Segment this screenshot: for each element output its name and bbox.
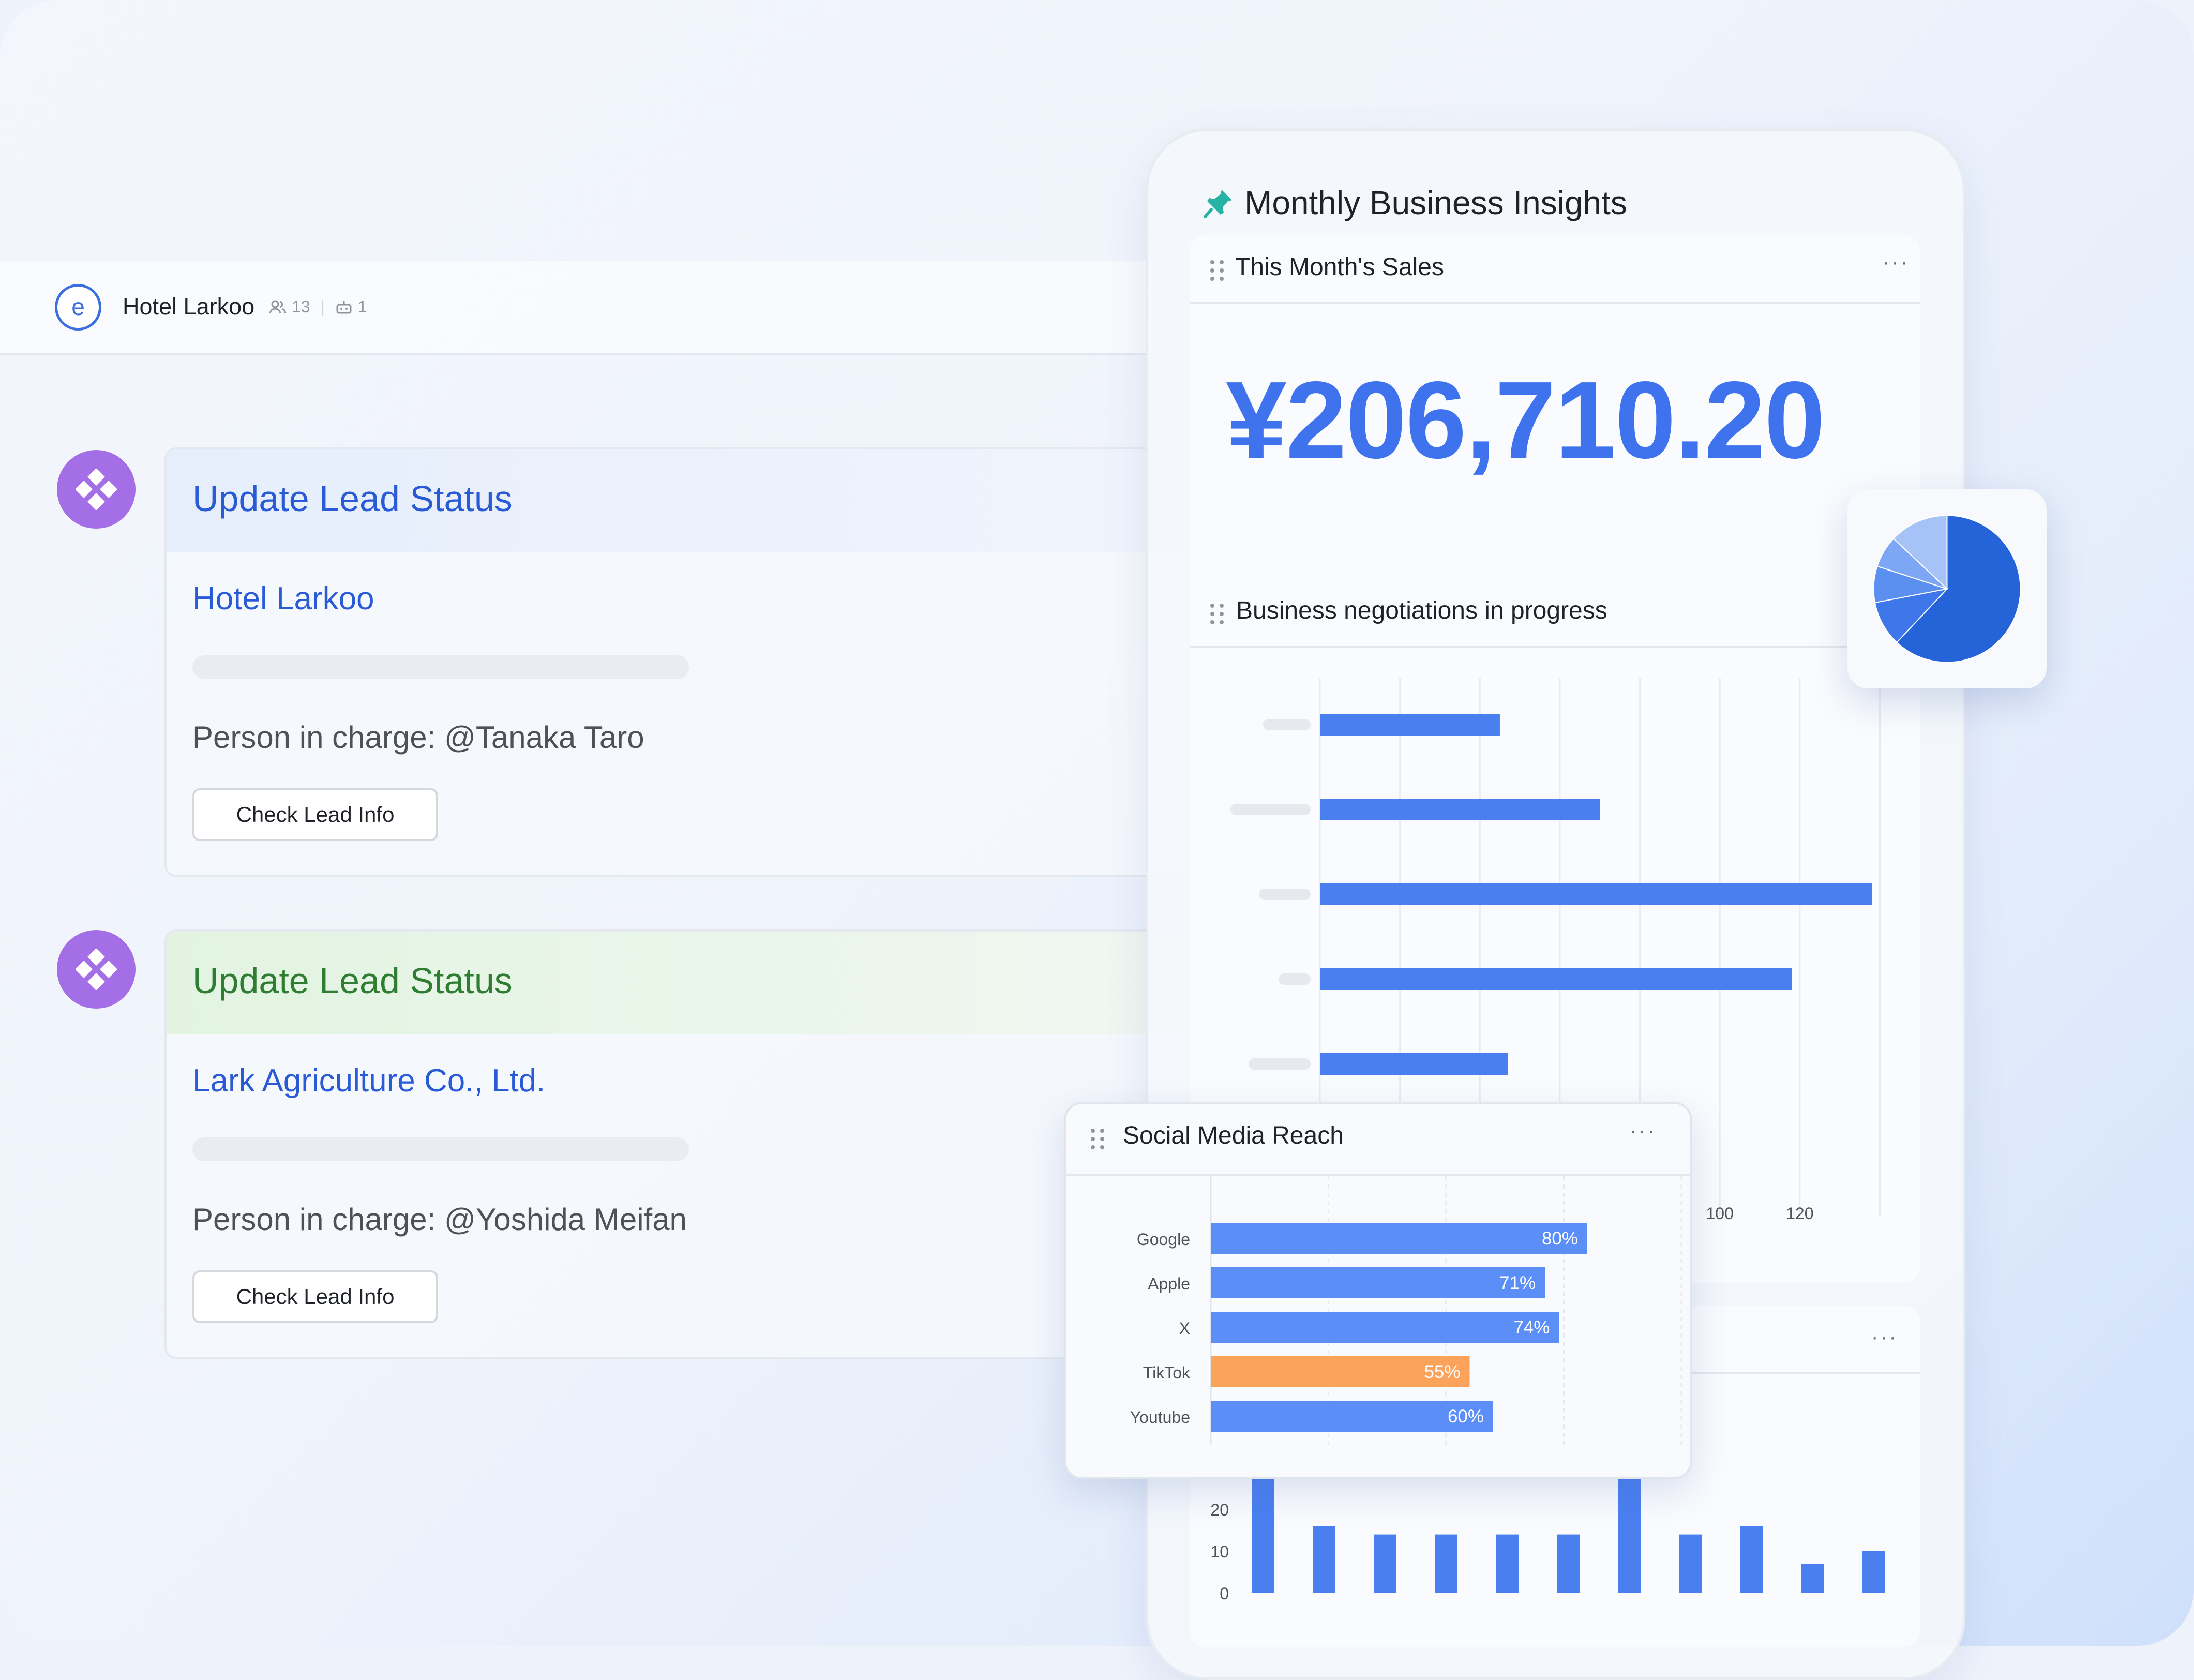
bot-avatar[interactable] [57,930,136,1009]
column-bar[interactable] [1679,1534,1702,1593]
chat-meta: 13 | 1 [269,297,367,317]
bots-count: 1 [357,297,367,316]
drag-handle-icon[interactable] [1210,604,1224,624]
chat-avatar[interactable]: e [55,284,101,331]
reach-bar[interactable] [1211,1312,1559,1343]
lead-card: Update Lead Status Lark Agriculture Co.,… [164,929,1199,1359]
sales-value: ¥206,710.20 [1226,358,1825,481]
negotiation-bar[interactable] [1320,968,1792,990]
more-options-icon[interactable]: ··· [1630,1119,1657,1142]
card-title: Update Lead Status [192,961,513,1001]
drag-handle-icon[interactable] [1210,260,1224,281]
data-label: 60% [1448,1406,1484,1427]
category-label-placeholder [1230,804,1311,815]
card-header: Update Lead Status [167,449,1197,552]
column-bar[interactable] [1801,1564,1824,1593]
category-label: Google [1137,1230,1190,1249]
category-label-placeholder [1259,889,1311,900]
more-options-icon[interactable]: ··· [1871,1326,1898,1348]
category-label: TikTok [1143,1363,1191,1382]
category-label-placeholder [1263,719,1311,730]
data-label: 55% [1424,1362,1460,1382]
x-tick-label: 120 [1786,1204,1813,1221]
widget-header: Business negotiations in progress [1190,579,1920,648]
column-bar[interactable] [1618,1476,1641,1593]
reach-bar[interactable] [1211,1356,1470,1387]
pie-slice[interactable] [1896,515,2021,663]
data-label: 71% [1499,1273,1536,1293]
widget-title: Social Media Reach [1123,1122,1344,1149]
text-placeholder [192,1137,689,1161]
pie-slice[interactable] [1874,588,1949,643]
chat-title[interactable]: Hotel Larkoo [123,293,255,320]
column-bar[interactable] [1313,1526,1335,1593]
dashboard-title-text: Monthly Business Insights [1244,184,1627,221]
negotiation-bar[interactable] [1320,714,1500,736]
pie-chart-card[interactable] [1847,489,2047,688]
lark-logo-icon [76,469,117,510]
text-placeholder [192,655,689,679]
check-lead-info-button[interactable]: Check Lead Info [192,1270,438,1323]
card-title: Update Lead Status [192,478,513,519]
members-icon [269,300,287,313]
y-tick-label: 0 [1220,1584,1229,1603]
bot-avatar[interactable] [57,450,136,529]
reach-bar[interactable] [1211,1401,1493,1432]
category-label-placeholder [1249,1058,1311,1070]
data-label: 74% [1513,1317,1550,1338]
bot-icon [336,301,352,313]
column-bar[interactable] [1496,1534,1519,1593]
lead-company[interactable]: Lark Agriculture Co., Ltd. [192,1063,546,1099]
widget-header: This Month's Sales ··· [1190,235,1920,304]
meta-divider: | [320,297,325,316]
pie-slice[interactable] [1892,515,1948,590]
negotiation-bar[interactable] [1320,1053,1508,1075]
chat-header: e Hotel Larkoo 13 | 1 [0,261,1153,355]
widget-title: This Month's Sales [1235,253,1444,281]
pin-icon [1204,190,1232,218]
column-bar[interactable] [1435,1534,1457,1593]
negotiation-bar[interactable] [1320,799,1600,820]
column-bar[interactable] [1374,1534,1396,1593]
category-label-placeholder [1279,973,1311,985]
person-in-charge: Person in charge: @Tanaka Taro [192,720,644,755]
check-lead-info-button[interactable]: Check Lead Info [192,788,438,841]
lark-logo-icon [76,949,117,990]
drag-handle-icon[interactable] [1091,1129,1104,1149]
widget-header: Social Media Reach ··· [1066,1104,1690,1176]
reach-bar[interactable] [1211,1223,1587,1254]
widget-title: Business negotiations in progress [1236,597,1607,624]
social-reach-bar-chart: Google 80% Apple 71% X 74% TikTok 55% Youtube 60% [1130,1176,1682,1445]
bottom-bar-chart: 0 10 20 [1210,1476,1885,1603]
members-count: 13 [292,297,310,316]
y-tick-label: 20 [1210,1501,1229,1519]
social-media-reach-card: Social Media Reach ··· Google 80% Apple 71%… [1064,1102,1692,1479]
more-options-icon[interactable]: ··· [1883,251,1910,274]
y-tick-label: 10 [1210,1542,1229,1561]
category-label: Youtube [1130,1408,1190,1427]
column-bar[interactable] [1557,1534,1580,1593]
category-label: Apple [1148,1274,1190,1293]
data-label: 80% [1542,1228,1578,1249]
column-bar[interactable] [1252,1476,1274,1593]
column-bar[interactable] [1862,1551,1885,1593]
person-in-charge: Person in charge: @Yoshida Meifan [192,1202,687,1237]
pie-chart [1873,515,2021,663]
column-bar[interactable] [1740,1526,1763,1593]
negotiation-bar[interactable] [1320,883,1872,905]
x-tick-label: 100 [1706,1204,1733,1221]
lead-company[interactable]: Hotel Larkoo [192,581,374,617]
reach-bar[interactable] [1211,1267,1545,1298]
dashboard-title: Monthly Business Insights [1203,184,1627,222]
card-header: Update Lead Status [167,932,1197,1034]
category-label: X [1179,1319,1190,1338]
lead-card: Update Lead Status Hotel Larkoo Person i… [164,447,1199,877]
